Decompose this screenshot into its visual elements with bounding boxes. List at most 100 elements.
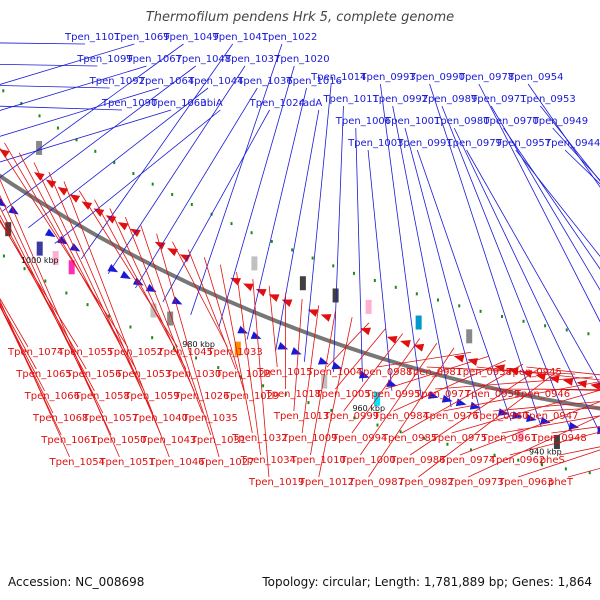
forward-gene-leader: [367, 149, 393, 391]
composition-block: [374, 391, 381, 406]
forward-gene-label: Tpen_1022: [261, 32, 317, 43]
forward-gene-leader: [0, 42, 86, 45]
forward-gene-arrow: [358, 370, 370, 379]
reverse-gene-label: Tpen_0982: [397, 477, 453, 488]
composition-block: [251, 256, 258, 271]
reverse-gene-arrow: [34, 172, 45, 181]
reverse-gene-label: Tpen_1019: [248, 477, 304, 488]
tick-mark: [565, 328, 568, 332]
composition-block: [415, 315, 422, 330]
forward-gene-leader: [404, 127, 482, 415]
forward-gene-label: Tpen_1064: [138, 76, 194, 87]
reverse-gene-leader: [326, 322, 370, 368]
reverse-gene-label: Tpen_1026: [173, 391, 229, 402]
reverse-gene-label: Tpen_1000: [339, 455, 395, 466]
tick-mark: [262, 384, 265, 388]
reverse-gene-label: Tpen_1068: [32, 413, 88, 424]
forward-gene-leader: [515, 149, 600, 257]
forward-gene-leader: [429, 83, 542, 428]
tick-mark: [544, 324, 547, 328]
reverse-gene-leader: [172, 241, 228, 348]
tick-mark: [190, 202, 193, 206]
forward-gene-leader: [135, 87, 258, 289]
forward-gene-arrow: [69, 243, 81, 252]
reverse-gene-label: Tpen_1056: [65, 369, 121, 380]
reverse-gene-label: Tpen_1055: [57, 347, 113, 358]
tick-mark: [151, 182, 154, 186]
reverse-gene-label: Tpen_1043: [140, 435, 196, 446]
tick-mark: [65, 291, 68, 295]
reverse-gene-leader: [518, 449, 600, 478]
tick-mark: [501, 314, 504, 318]
tick-mark: [217, 366, 220, 370]
reverse-gene-arrow: [535, 372, 546, 381]
reverse-gene-label: Tpen_0985: [381, 433, 437, 444]
forward-gene-arrow: [120, 270, 131, 279]
forward-gene-label: ubiA: [200, 98, 222, 109]
tick-mark: [376, 423, 379, 427]
reverse-gene-arrow: [281, 299, 293, 307]
forward-gene-leader: [0, 85, 110, 89]
kbp-marker: 980 kbp: [182, 340, 215, 349]
reverse-gene-label: Tpen_0948: [530, 433, 586, 444]
forward-gene-label: Tpen_1016: [286, 76, 342, 87]
reverse-gene-leader: [252, 279, 270, 478]
reverse-gene-leader: [534, 388, 600, 391]
reverse-gene-arrow: [400, 340, 411, 348]
forward-gene-leader: [0, 87, 159, 137]
tick-mark: [522, 319, 525, 323]
forward-gene-arrow: [44, 228, 56, 238]
tick-mark: [250, 231, 253, 235]
reverse-gene-leader: [368, 347, 455, 478]
composition-block: [332, 288, 339, 303]
reverse-gene-leader: [124, 216, 203, 414]
reverse-gene-arrow: [590, 382, 600, 391]
forward-gene-label: Tpen_0971: [470, 94, 526, 105]
forward-gene-label: Tpen_1014: [310, 72, 366, 83]
tick-mark: [353, 416, 356, 420]
reverse-gene-leader: [459, 401, 600, 456]
reverse-gene-label: Tpen_0975: [431, 433, 487, 444]
reverse-gene-arrow: [360, 327, 371, 336]
reverse-gene-leader: [526, 366, 600, 376]
forward-gene-label: Tpen_1092: [89, 76, 145, 87]
forward-gene-leader: [0, 63, 98, 67]
forward-gene-label: Tpen_0957: [495, 138, 551, 149]
forward-gene-label: Tpen_1041: [212, 32, 268, 43]
reverse-gene-label: Tpen_0962: [489, 455, 545, 466]
reverse-gene-label: Tpen_1033: [206, 347, 262, 358]
reverse-gene-leader: [268, 285, 278, 368]
reverse-gene-leader: [187, 249, 237, 370]
forward-gene-label: Tpen_1024: [249, 98, 305, 109]
tick-mark: [564, 467, 567, 471]
forward-gene-label: Tpen_1099: [76, 54, 132, 65]
reverse-gene-label: Tpen_1030: [165, 369, 221, 380]
tick-mark: [195, 356, 198, 360]
forward-gene-arrow: [331, 361, 343, 370]
forward-gene-leader: [107, 65, 246, 274]
forward-gene-label: Tpen_0944: [544, 138, 600, 149]
reverse-gene-leader: [0, 298, 29, 348]
kbp-marker: 960 kbp: [352, 404, 385, 413]
tick-mark: [270, 239, 273, 243]
forward-gene-label: Tpen_0990: [409, 72, 465, 83]
forward-gene-leader: [2, 65, 197, 212]
forward-gene-label: Tpen_0980: [433, 116, 489, 127]
forward-gene-leader: [28, 87, 209, 228]
tick-mark: [330, 408, 333, 412]
forward-gene-label: Tpen_1006: [335, 116, 391, 127]
reverse-gene-leader: [78, 190, 178, 348]
reverse-gene-leader: [318, 317, 353, 478]
forward-gene-label: Tpen_1048: [175, 54, 231, 65]
forward-gene-leader: [355, 127, 363, 382]
reverse-gene-label: Tpen_0986: [389, 455, 445, 466]
tick-mark: [373, 278, 376, 282]
forward-gene-leader: [490, 105, 600, 291]
reverse-gene-leader: [219, 264, 253, 434]
reverse-gene-label: Tpen_1046: [148, 457, 204, 468]
reverse-gene-leader: [543, 407, 600, 412]
reverse-gene-leader: [0, 194, 112, 436]
reverse-gene-label: Tpen_1065: [15, 369, 71, 380]
forward-gene-leader: [527, 83, 600, 188]
forward-gene-arrow: [512, 411, 523, 420]
